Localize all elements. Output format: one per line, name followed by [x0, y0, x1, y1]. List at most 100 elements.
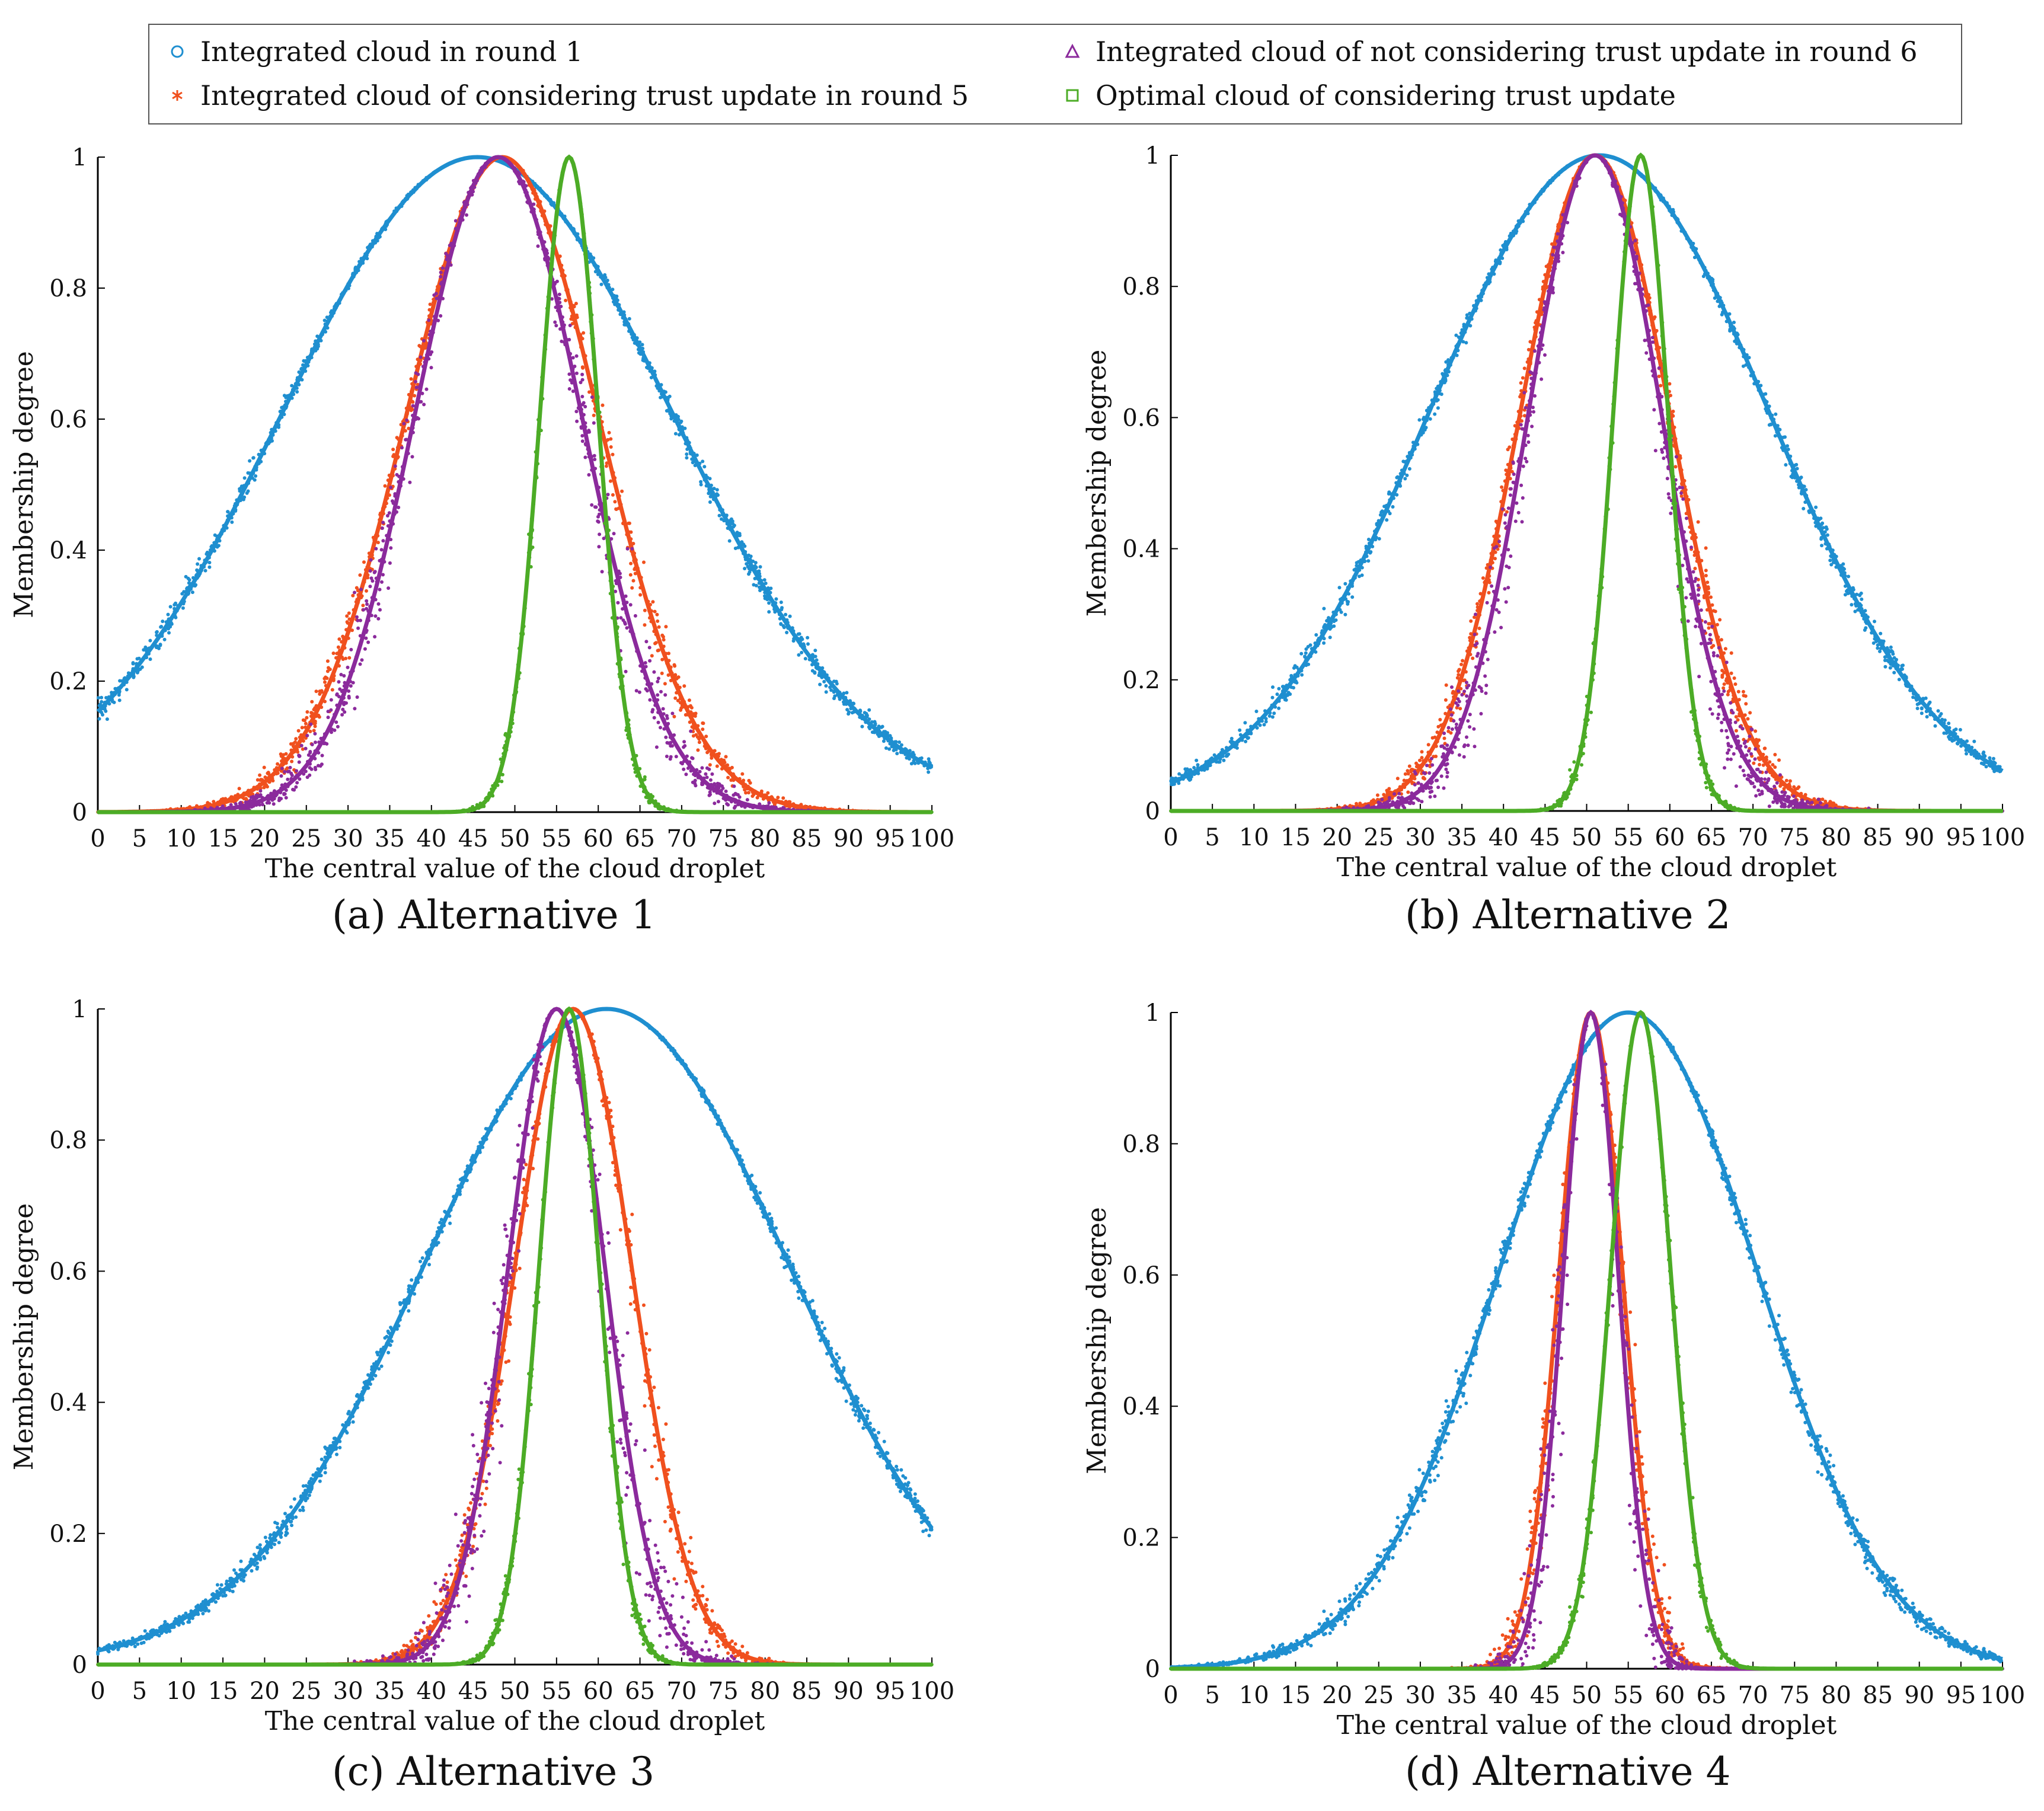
- droplet: [598, 508, 602, 512]
- droplet: [372, 542, 376, 546]
- droplet: [293, 777, 297, 781]
- droplet: [673, 696, 678, 700]
- droplet: [580, 219, 585, 223]
- droplet: [110, 693, 114, 697]
- droplet: [567, 295, 571, 299]
- droplet: [368, 584, 372, 589]
- droplet: [772, 807, 776, 811]
- droplet: [691, 718, 695, 722]
- droplet: [630, 586, 634, 590]
- droplet: [375, 580, 379, 584]
- droplet: [785, 631, 789, 634]
- droplet: [627, 530, 631, 534]
- droplet: [737, 780, 742, 783]
- droplet: [767, 601, 771, 605]
- droplet: [587, 376, 591, 380]
- droplet: [788, 614, 792, 618]
- droplet: [290, 396, 294, 400]
- droplet: [655, 612, 659, 617]
- droplet: [408, 407, 412, 411]
- droplet: [813, 649, 817, 653]
- droplet: [497, 155, 502, 159]
- droplet: [643, 608, 647, 612]
- droplet: [279, 774, 283, 778]
- droplet: [440, 266, 445, 270]
- droplet: [593, 467, 598, 471]
- droplet: [598, 496, 602, 500]
- droplet: [284, 406, 288, 410]
- droplet: [905, 756, 909, 760]
- droplet: [724, 794, 728, 798]
- droplet: [670, 711, 675, 716]
- droplet: [579, 426, 583, 430]
- x-tick-label: 75: [708, 825, 739, 852]
- droplet: [851, 701, 855, 705]
- droplet: [199, 805, 203, 809]
- droplet: [665, 395, 669, 400]
- droplet: [744, 791, 748, 795]
- droplet: [525, 574, 529, 578]
- droplet: [705, 475, 710, 480]
- droplet: [238, 499, 242, 503]
- droplet: [368, 555, 372, 559]
- droplet: [638, 586, 643, 590]
- droplet: [334, 710, 338, 714]
- droplet: [258, 782, 261, 786]
- droplet: [215, 537, 219, 541]
- droplet: [354, 604, 358, 608]
- droplet: [391, 448, 395, 452]
- droplet: [696, 775, 700, 780]
- droplet: [733, 804, 737, 809]
- droplet: [421, 338, 426, 343]
- droplet: [384, 502, 388, 506]
- droplet: [569, 352, 572, 356]
- droplet: [235, 797, 239, 801]
- droplet: [580, 337, 585, 341]
- droplet: [647, 609, 651, 613]
- droplet: [663, 693, 668, 697]
- droplet: [430, 350, 434, 354]
- droplet: [758, 565, 762, 569]
- droplet: [279, 752, 283, 756]
- droplet: [783, 801, 787, 805]
- droplet: [545, 251, 550, 255]
- droplet: [564, 288, 569, 292]
- droplet: [534, 218, 538, 222]
- droplet: [322, 676, 327, 681]
- droplet: [355, 615, 359, 619]
- droplet: [707, 767, 711, 771]
- x-tick-label: 90: [833, 825, 864, 852]
- droplet: [696, 748, 700, 752]
- droplet: [481, 155, 486, 159]
- droplet: [624, 710, 628, 714]
- droplet: [663, 654, 667, 658]
- droplet: [606, 555, 610, 559]
- x-tick-label: 50: [500, 825, 530, 852]
- droplet: [406, 443, 410, 446]
- droplet: [308, 750, 312, 753]
- droplet: [608, 573, 612, 576]
- droplet: [666, 408, 670, 413]
- droplet: [659, 395, 663, 400]
- droplet: [362, 560, 366, 564]
- droplet: [397, 506, 401, 509]
- droplet: [589, 331, 593, 336]
- droplet: [445, 256, 449, 260]
- droplet: [229, 807, 234, 811]
- droplet: [461, 157, 465, 161]
- droplet: [667, 659, 671, 663]
- droplet: [631, 579, 635, 583]
- droplet: [621, 316, 625, 320]
- droplet: [675, 683, 679, 687]
- droplet: [326, 710, 330, 714]
- droplet: [596, 519, 600, 523]
- droplet: [453, 159, 457, 163]
- droplet: [376, 534, 380, 538]
- droplet: [294, 785, 298, 789]
- droplet: [391, 501, 395, 505]
- droplet: [359, 257, 363, 261]
- droplet: [753, 790, 758, 794]
- droplet: [677, 433, 681, 437]
- droplet: [241, 489, 245, 493]
- droplet: [557, 292, 561, 296]
